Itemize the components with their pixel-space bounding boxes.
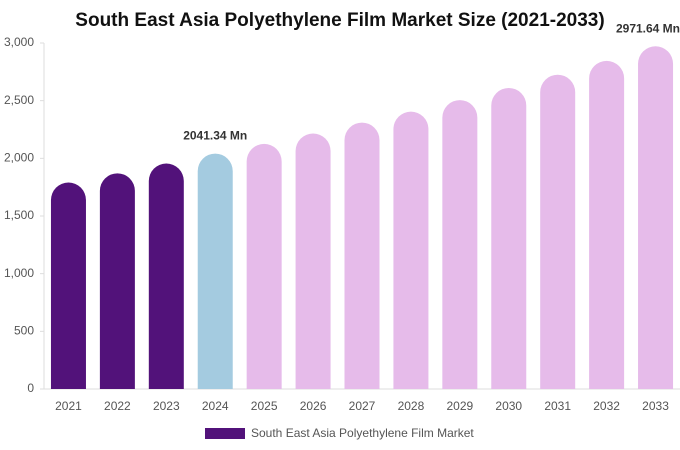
value-label: 2041.34 Mn	[183, 129, 247, 143]
x-tick-label: 2022	[104, 399, 131, 413]
bar	[50, 182, 86, 389]
value-label: 2971.64 Mn	[616, 21, 680, 35]
x-tick-label: 2032	[593, 399, 620, 413]
y-tick-label: 1,000	[4, 266, 34, 280]
bar	[344, 122, 380, 389]
bar	[442, 100, 478, 389]
x-tick-label: 2027	[349, 399, 376, 413]
x-tick-label: 2021	[55, 399, 82, 413]
x-tick-label: 2031	[544, 399, 571, 413]
legend-swatch	[205, 428, 245, 439]
y-tick-label: 2,000	[4, 151, 34, 165]
x-tick-label: 2028	[398, 399, 425, 413]
y-tick-label: 0	[27, 381, 34, 395]
y-tick-label: 2,500	[4, 93, 34, 107]
x-tick-label: 2033	[642, 399, 669, 413]
x-tick-label: 2030	[495, 399, 522, 413]
y-tick-label: 500	[14, 324, 34, 338]
legend-label: South East Asia Polyethylene Film Market	[251, 426, 474, 440]
x-tick-label: 2026	[300, 399, 327, 413]
y-tick-label: 1,500	[4, 208, 34, 222]
chart-title: South East Asia Polyethylene Film Market…	[75, 10, 604, 31]
bar	[638, 46, 674, 390]
bar	[540, 74, 576, 389]
bar	[393, 111, 429, 389]
bar	[148, 163, 184, 389]
bar	[491, 87, 527, 389]
x-tick-label: 2024	[202, 399, 229, 413]
x-tick-label: 2023	[153, 399, 180, 413]
bar	[197, 153, 233, 389]
bar	[589, 60, 625, 390]
bar	[295, 133, 331, 389]
x-tick-label: 2029	[446, 399, 473, 413]
x-tick-label: 2025	[251, 399, 278, 413]
bar	[246, 143, 282, 389]
bar	[99, 173, 135, 389]
y-tick-label: 3,000	[4, 35, 34, 49]
